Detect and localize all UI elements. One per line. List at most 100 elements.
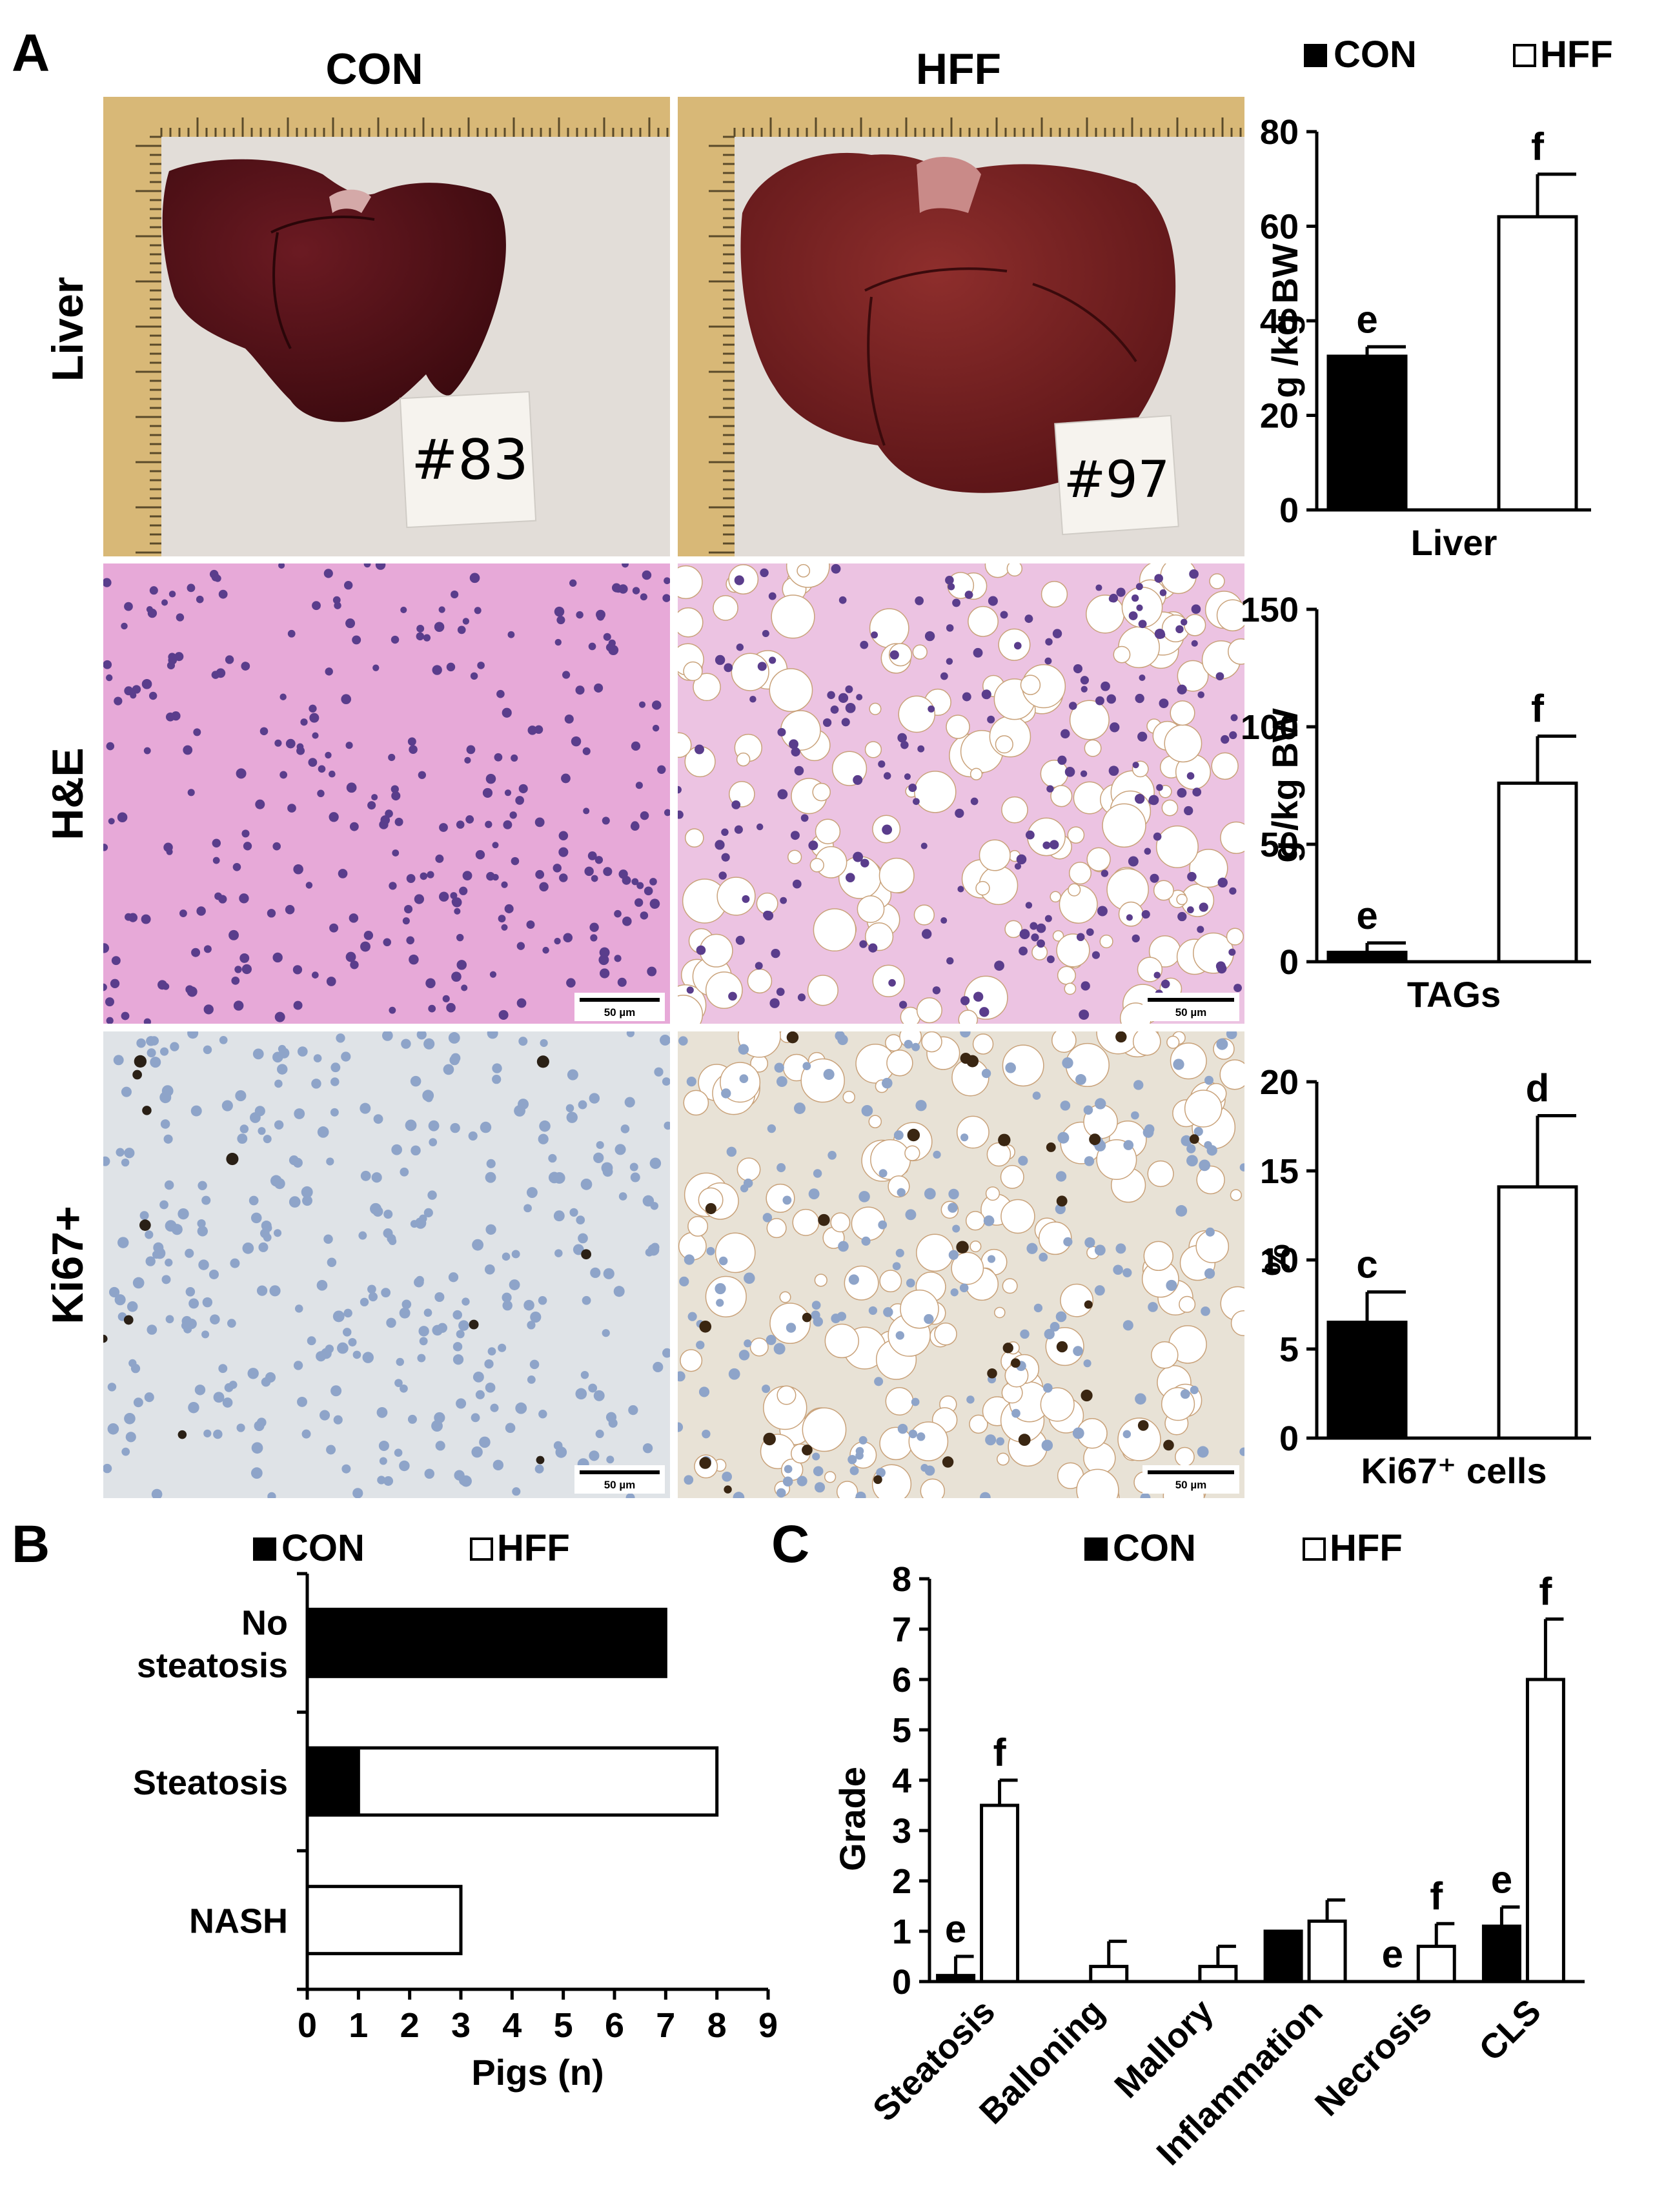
- x-tick-label: 1: [349, 2006, 368, 2045]
- y-tick-label: 2: [892, 1862, 911, 1901]
- significance-letter: c: [1356, 1243, 1377, 1286]
- scale-bar-he-hff: 50 µm: [1142, 993, 1239, 1021]
- legend-b: CON HFF: [253, 1527, 570, 1569]
- svg-text:50 µm: 50 µm: [604, 1479, 636, 1491]
- liver-specimen-con: [162, 159, 506, 422]
- y-tick-label: 8: [892, 1560, 911, 1599]
- y-tick-label: 150: [1241, 591, 1299, 629]
- legend-label-hff: HFF: [1330, 1527, 1403, 1569]
- x-tick-label: 4: [502, 2006, 522, 2045]
- panel-label-b: B: [12, 1515, 50, 1574]
- y-tick-label: 0: [1279, 1419, 1299, 1458]
- liver-photo-con: #83: [103, 97, 670, 556]
- row-label-ki67: Ki67+: [43, 1206, 92, 1324]
- scale-bar-ki67-hff: 50 µm: [1142, 1465, 1239, 1494]
- photo-tag-con: #83: [411, 428, 529, 492]
- y-axis-label: g /kg BW: [1264, 708, 1305, 863]
- bar-hff-cls: [1525, 1678, 1565, 1984]
- y-tick-label: 5: [892, 1711, 911, 1750]
- category-label: steatosis: [137, 1646, 288, 1685]
- bar-hff-inflammation: [1307, 1919, 1347, 1984]
- category-label: Steatosis: [133, 1763, 288, 1802]
- y-tick-label: 100: [1241, 708, 1299, 747]
- y-axis-label: %: [1257, 1244, 1297, 1276]
- x-axis-label: Pigs (n): [471, 2052, 604, 2093]
- x-tick-label: 3: [451, 2006, 471, 2045]
- y-axis-label: g /kg BW: [1264, 243, 1305, 398]
- ki67-image-hff: [678, 1031, 1244, 1498]
- bar-con-inflammation: [1263, 1929, 1303, 1984]
- panel-label-c: C: [771, 1515, 809, 1574]
- significance-letter: e: [1356, 298, 1377, 341]
- y-tick-label: 6: [892, 1661, 911, 1700]
- bar-con-steatosis: [936, 1974, 976, 1984]
- legend-label-hff: HFF: [497, 1527, 570, 1569]
- bar-hff-nash: [305, 1885, 463, 1956]
- x-tick-label: 0: [298, 2006, 317, 2045]
- legend-c: CON HFF: [1084, 1527, 1403, 1569]
- y-axis-label: Grade: [832, 1767, 873, 1871]
- tags-chart: 0 50 100 150 e f TAGs g /kg BW: [1241, 591, 1591, 1015]
- legend-swatch-con: [1304, 44, 1327, 67]
- svg-text:50 µm: 50 µm: [1175, 1006, 1207, 1019]
- y-tick-label: 3: [892, 1812, 911, 1851]
- significance-letter: d: [1526, 1066, 1550, 1110]
- y-tick-label: 0: [1279, 491, 1299, 530]
- y-tick-label: 20: [1260, 1063, 1299, 1102]
- photo-tag-hff: #97: [1064, 451, 1170, 509]
- bar-con: [1326, 1321, 1408, 1440]
- legend-label-hff: HFF: [1540, 34, 1613, 76]
- y-tick-label: 0: [892, 1963, 911, 2002]
- y-tick-label: 15: [1260, 1152, 1299, 1191]
- y-tick-label: 1: [892, 1913, 911, 1951]
- bar-hff-balloning: [1089, 1965, 1129, 1984]
- x-tick-label: 7: [656, 2006, 675, 2045]
- category-label: Mallory: [1107, 1992, 1221, 2105]
- legend-swatch-hff: [470, 1537, 493, 1561]
- bar-hff-necrosis: [1416, 1944, 1456, 1984]
- y-tick-label: 5: [1279, 1330, 1299, 1369]
- row-label-he: H&E: [43, 747, 92, 840]
- significance-letter: e: [945, 1907, 966, 1951]
- legend-swatch-hff: [1303, 1537, 1326, 1561]
- scale-bar-ki67-con: 50 µm: [574, 1465, 665, 1494]
- legend-label-con: CON: [1334, 34, 1417, 76]
- x-axis-label: TAGs: [1407, 974, 1501, 1015]
- y-tick-label: 7: [892, 1610, 911, 1649]
- significance-letter: e: [1382, 1933, 1403, 1976]
- y-tick-label: 10: [1260, 1241, 1299, 1280]
- y-tick-label: 0: [1279, 943, 1299, 982]
- category-label: Necrosis: [1308, 1992, 1439, 2124]
- liver-specimen-hff: [740, 152, 1176, 493]
- svg-text:50 µm: 50 µm: [604, 1006, 636, 1019]
- significance-letter: f: [1539, 1570, 1552, 1613]
- y-tick-label: 40: [1260, 302, 1299, 341]
- x-tick-label: 6: [605, 2006, 624, 2045]
- legend-label-con: CON: [1113, 1527, 1196, 1569]
- bar-hff: [1497, 1185, 1578, 1440]
- x-axis-label: Liver: [1411, 522, 1497, 563]
- legend-label-con: CON: [281, 1527, 365, 1569]
- bar-hff: [1497, 215, 1578, 512]
- category-label: NASH: [189, 1902, 288, 1941]
- legend-swatch-con: [253, 1537, 276, 1561]
- category-label: CLS: [1472, 1992, 1548, 2069]
- bar-con-no-steatosis: [305, 1607, 667, 1678]
- ki67-image-con: [103, 1031, 670, 1498]
- significance-letter: e: [1491, 1858, 1512, 1902]
- liver-weight-chart: 0 20 40 60 80 e f Liver g /kg BW: [1260, 113, 1591, 563]
- bar-con-cls: [1481, 1924, 1521, 1984]
- significance-letter: f: [1430, 1874, 1443, 1918]
- y-tick-label: 4: [892, 1761, 911, 1800]
- bar-hff: [1497, 781, 1578, 964]
- ki67-chart: 0 5 10 15 20 c d Ki67⁺ cells%: [1257, 1063, 1591, 1491]
- histology-grade-chart: 012345678SteatosisBalloningMalloryInflam…: [832, 1560, 1585, 2173]
- significance-letter: f: [1531, 687, 1545, 731]
- x-tick-label: 8: [707, 2006, 727, 2045]
- liver-photo-hff: #97: [678, 97, 1244, 556]
- y-tick-label: 60: [1260, 208, 1299, 247]
- tag-card-con: [399, 391, 537, 529]
- x-tick-label: 9: [758, 2006, 778, 2045]
- panel-label-a: A: [12, 24, 50, 83]
- significance-letter: f: [1531, 125, 1545, 168]
